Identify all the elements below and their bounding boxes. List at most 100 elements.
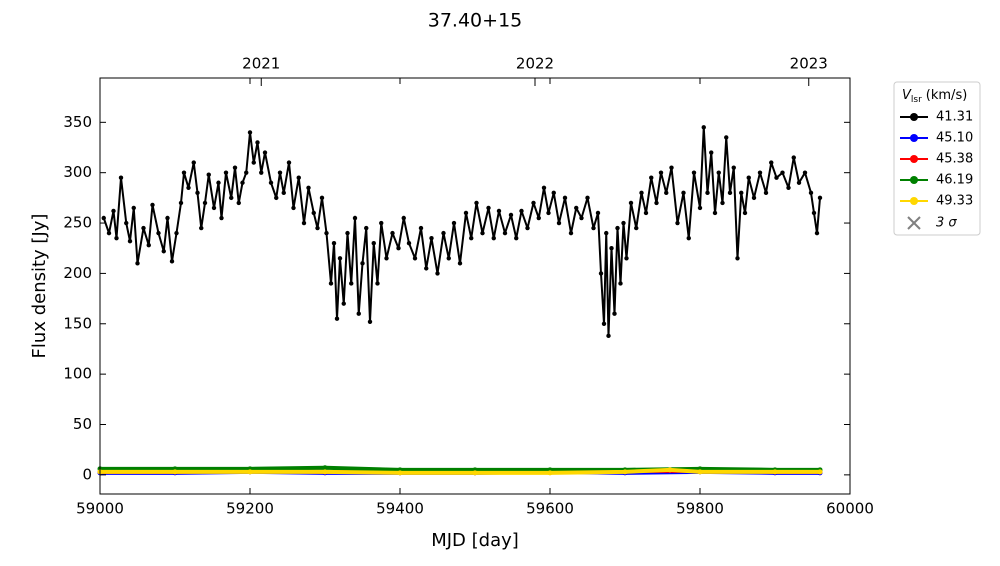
data-point: [446, 256, 451, 261]
data-point: [751, 195, 757, 201]
data-point: [247, 469, 253, 475]
data-point: [375, 281, 380, 286]
data-point: [367, 319, 373, 324]
data-point: [568, 230, 574, 236]
x-tick-label: 59200: [226, 500, 274, 518]
data-point: [727, 190, 733, 196]
x-tick-label: 59400: [376, 500, 424, 518]
data-point: [356, 311, 361, 316]
x-tick-label: 59600: [526, 500, 574, 518]
data-point: [502, 230, 508, 236]
y-tick-label: 0: [82, 465, 92, 483]
data-point: [371, 240, 376, 246]
data-point: [223, 170, 229, 175]
data-point: [364, 225, 369, 231]
data-point: [306, 185, 311, 190]
data-point: [101, 215, 106, 221]
data-point: [401, 215, 406, 221]
legend-marker: [910, 155, 918, 163]
legend-label: 46.19: [936, 173, 973, 188]
data-point: [780, 170, 785, 175]
data-point: [262, 150, 268, 155]
data-point: [412, 256, 418, 261]
data-point: [191, 160, 196, 165]
data-point: [255, 140, 260, 145]
x-tick-label: 59800: [676, 500, 724, 518]
data-point: [514, 235, 519, 241]
data-point: [345, 230, 350, 236]
data-point: [628, 200, 634, 206]
data-point: [435, 271, 440, 276]
y-tick-label: 300: [63, 163, 92, 181]
y-tick-label: 200: [63, 264, 92, 282]
data-point: [274, 195, 279, 201]
data-point: [697, 205, 703, 211]
data-point: [574, 205, 579, 211]
data-point: [131, 205, 136, 211]
data-point: [585, 195, 590, 201]
data-point: [742, 210, 748, 216]
data-point: [739, 190, 744, 196]
data-point: [675, 220, 680, 226]
data-point: [649, 175, 654, 180]
data-point: [135, 261, 140, 266]
y-tick-label: 50: [73, 415, 92, 433]
data-point: [746, 175, 751, 180]
legend-label: 45.38: [936, 152, 973, 167]
data-point: [174, 230, 179, 236]
data-point: [496, 208, 502, 214]
data-point: [546, 210, 551, 216]
chart-title: 37.40+15: [428, 10, 523, 32]
data-point: [178, 200, 184, 206]
data-point: [247, 130, 253, 135]
data-point: [165, 215, 170, 221]
data-point: [106, 230, 112, 236]
data-point: [712, 210, 718, 216]
data-point: [118, 175, 124, 180]
data-point: [211, 205, 217, 211]
data-point: [724, 135, 729, 140]
data-point: [268, 180, 274, 185]
data-point: [341, 301, 346, 306]
data-point: [424, 266, 429, 271]
data-point: [172, 469, 178, 475]
data-point: [441, 230, 446, 236]
data-point: [735, 256, 740, 261]
data-point: [601, 321, 607, 326]
data-point: [396, 246, 401, 251]
data-point: [186, 185, 191, 190]
data-point: [551, 190, 556, 196]
data-point: [658, 170, 664, 175]
series-line: [102, 126, 821, 337]
x-axis-label: MJD [day]: [431, 530, 519, 551]
plot-frame: [99, 77, 851, 495]
data-point: [621, 220, 626, 226]
data-point: [352, 215, 358, 221]
data-point: [397, 470, 403, 476]
x-tick-label: 59000: [76, 500, 124, 518]
data-point: [150, 202, 155, 208]
data-point: [429, 235, 434, 241]
data-point: [618, 281, 623, 286]
data-point: [277, 170, 283, 175]
data-point: [480, 230, 485, 236]
legend-label: 45.10: [936, 131, 973, 146]
data-point: [639, 190, 644, 196]
data-point: [720, 200, 725, 206]
data-point: [281, 190, 286, 196]
data-point: [251, 160, 256, 165]
data-point: [697, 469, 703, 475]
data-point: [384, 256, 389, 261]
data-point: [319, 195, 325, 201]
y-axis-label: Flux density [Jy]: [29, 214, 50, 359]
data-point: [156, 230, 161, 236]
data-point: [301, 220, 307, 226]
data-point: [615, 225, 620, 231]
data-point: [296, 175, 301, 180]
data-point: [169, 259, 175, 264]
data-point: [199, 225, 204, 231]
data-point: [808, 190, 814, 196]
data-point: [763, 190, 769, 196]
y-tick-label: 250: [63, 214, 92, 232]
data-point: [379, 220, 384, 226]
